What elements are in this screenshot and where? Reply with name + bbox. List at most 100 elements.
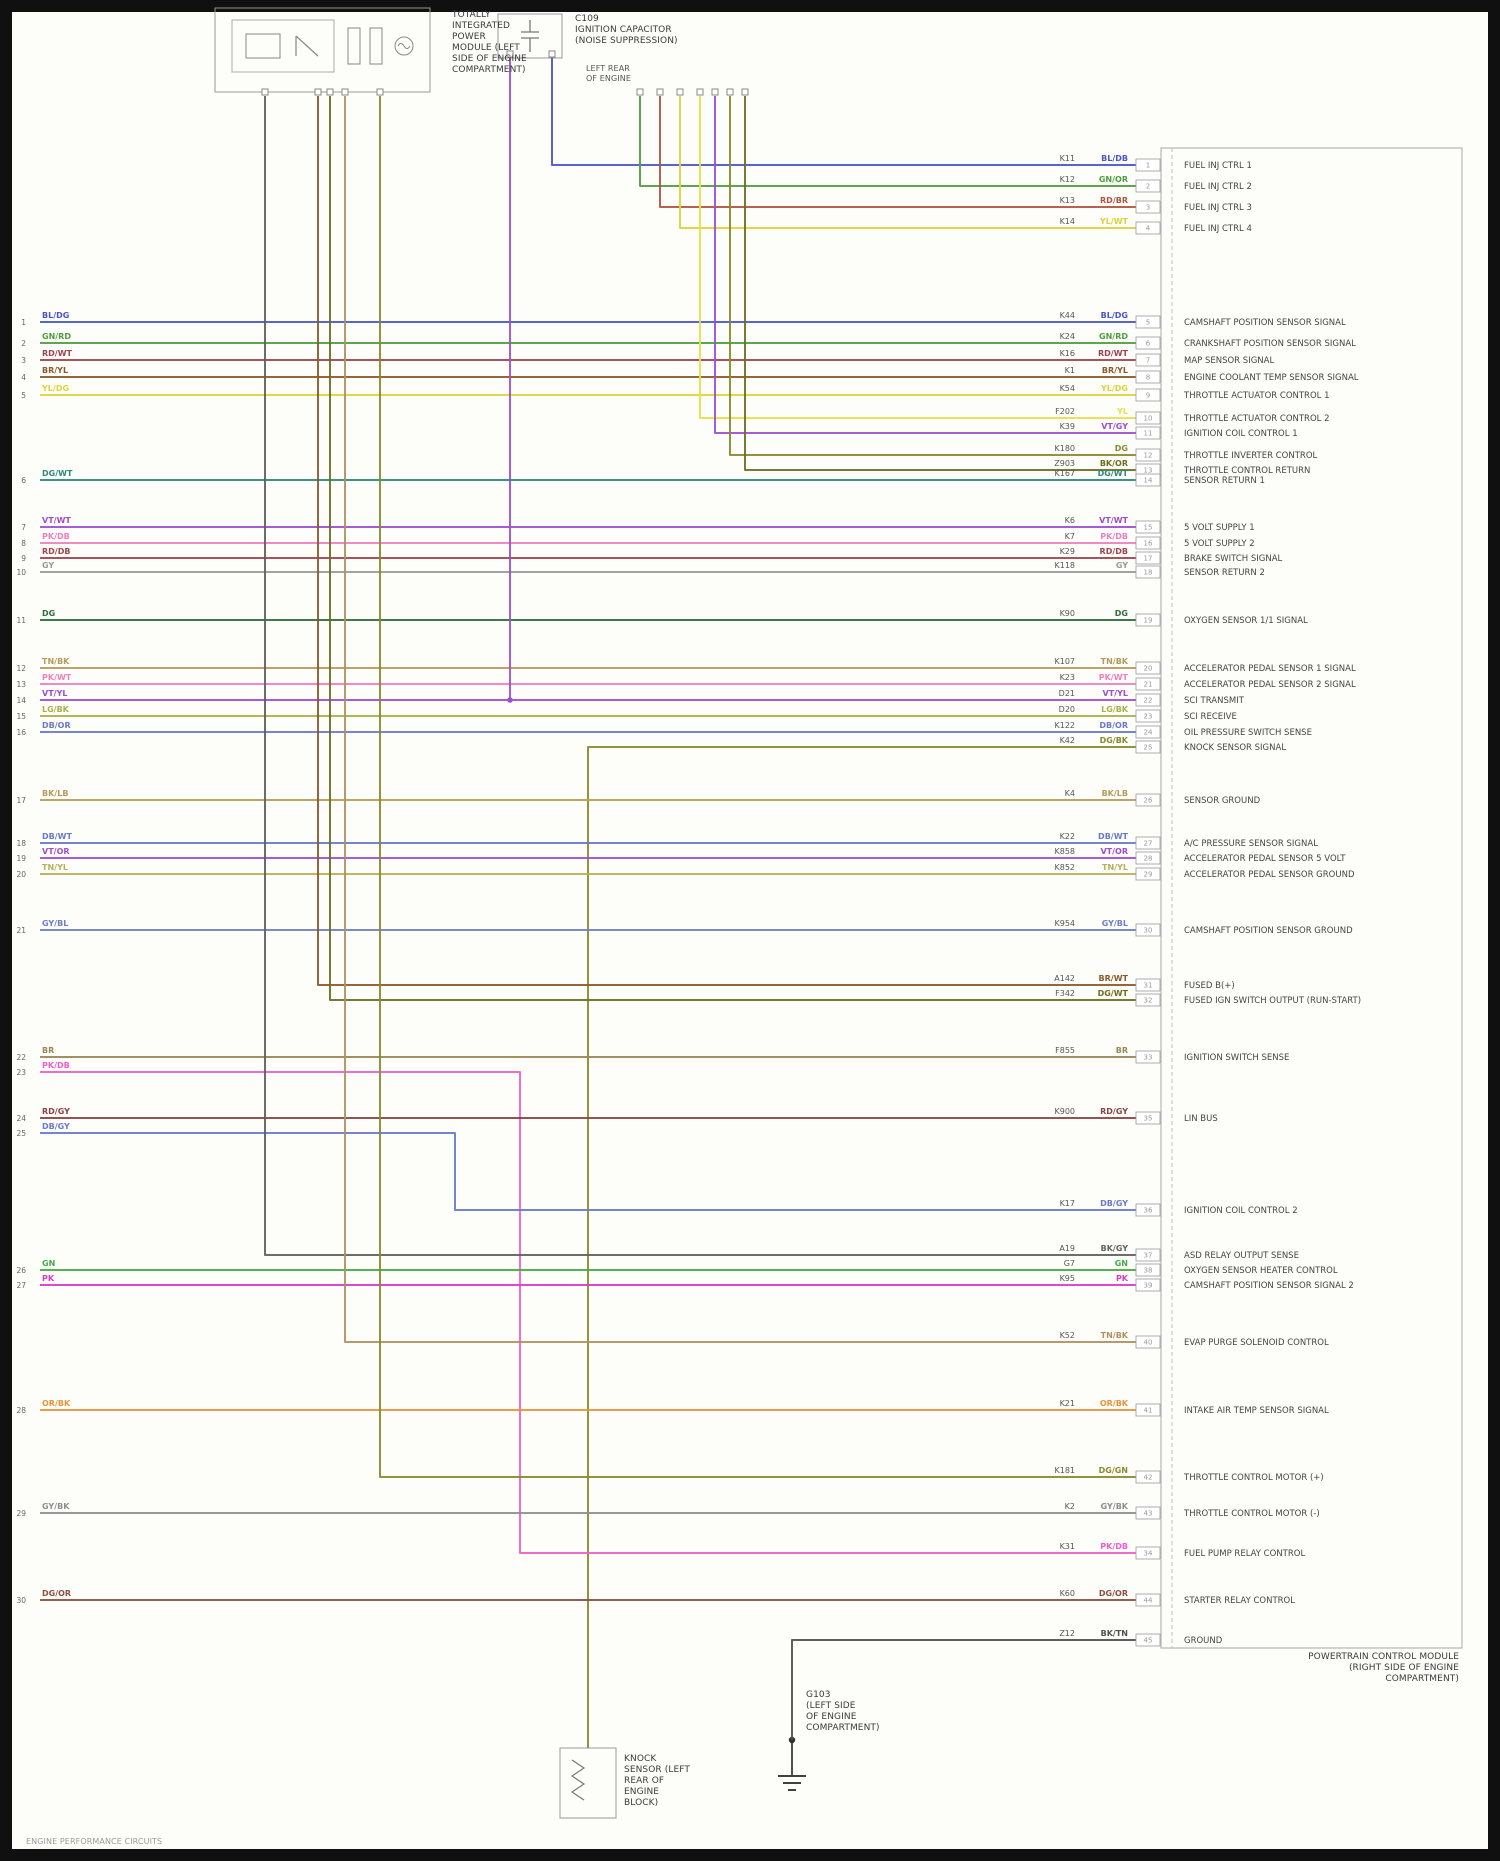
wire-color-code: VT/YL [1103,689,1128,698]
connector-pin [1135,661,1161,675]
connector-pin [1135,426,1161,440]
left-pin-number: 19 [16,854,26,863]
wire-circuit-code: K1 [1065,366,1075,375]
wire-color-code: BR/YL [1102,366,1128,375]
wire-color-code: RD/BR [1100,196,1128,205]
connector-pin-number: 24 [1144,729,1153,737]
wire-color-code: DG [1115,609,1128,618]
wire-left-label: GY/BK [42,1502,70,1511]
wire-circuit-code: K4 [1065,789,1075,798]
connector-pin-number: 30 [1144,927,1153,935]
left-pin-number: 22 [16,1053,26,1062]
connector-pin [1135,867,1161,881]
connector-pin [1135,158,1161,172]
wire-color-code: GN [1115,1259,1128,1268]
pcm-pin-function-label: 5 VOLT SUPPLY 2 [1184,539,1255,549]
wire-color-code: VT/OR [1100,847,1128,856]
wire [264,96,1136,1256]
connector-pin [1135,851,1161,865]
left-pin-number: 26 [16,1266,26,1275]
wire-terminal [261,88,269,96]
wire-circuit-code: K7 [1065,532,1075,541]
left-pin-number: 9 [21,554,26,563]
wire-circuit-code: K60 [1060,1589,1075,1598]
connector-pin-number: 17 [1144,555,1153,563]
wire-left-label: GN [42,1259,55,1268]
wire-left-label: RD/GY [42,1107,70,1116]
connector-pin [1135,388,1161,402]
connector-pin [1135,1335,1161,1349]
wire-circuit-code: K107 [1054,657,1075,666]
wire-color-code: DG/BK [1100,736,1129,745]
wire-left-label: PK/DB [42,532,70,541]
wire-left-label: BR [42,1046,54,1055]
wire-terminal [676,88,684,96]
connector-pin [1135,1278,1161,1292]
pcm-pin-function-label: BRAKE SWITCH SIGNAL [1184,554,1283,564]
pcm-pin-function-label: FUEL INJ CTRL 2 [1184,182,1252,192]
connector-pin-number: 8 [1146,374,1150,382]
left-pin-number: 10 [16,568,26,577]
left-pin-number: 3 [21,356,26,365]
connector-pin-number: 34 [1144,1550,1153,1558]
left-pin-number: 30 [16,1596,26,1605]
left-pin-number: 1 [21,318,26,327]
wire-circuit-code: K95 [1060,1274,1075,1283]
wire-color-code: DG [1115,444,1128,453]
wire-circuit-code: K29 [1060,547,1075,556]
connector-pin-number: 42 [1144,1474,1153,1482]
connector-pin-number: 27 [1144,840,1153,848]
wire-left-label: BL/DG [42,311,69,320]
connector-pin-number: 6 [1146,340,1151,348]
connector-pin [1135,1593,1161,1607]
connector-pin [1135,536,1161,550]
wire-circuit-code: K42 [1060,736,1075,745]
pcm-pin-function-label: ENGINE COOLANT TEMP SENSOR SIGNAL [1184,373,1359,383]
connector-pin-number: 35 [1144,1115,1153,1123]
wire-circuit-code: Z12 [1059,1629,1075,1638]
wire-color-code: TN/BK [1101,657,1129,666]
connector-pin-number: 1 [1146,162,1150,170]
connector-pin [1135,1263,1161,1277]
tipm-fuse-symbol [347,27,361,65]
wire-circuit-code: K180 [1054,444,1075,453]
connector-pin [1135,978,1161,992]
connector-pin-number: 15 [1144,524,1153,532]
capacitor-box [497,13,563,59]
connector-pin-number: 11 [1144,430,1153,438]
connector-pin-number: 33 [1144,1054,1153,1062]
wire-left-label: GN/RD [42,332,71,341]
wire-color-code: DG/WT [1098,469,1129,478]
pcm-pin-function-label: ASD RELAY OUTPUT SENSE [1184,1251,1299,1261]
connector-pin-number: 22 [1144,697,1153,705]
wire-color-code: GY [1116,561,1128,570]
connector-pin [1135,520,1161,534]
pcm-pin-function-label: GROUND [1184,1636,1223,1646]
wire-color-code: DG/GN [1099,1466,1128,1475]
connector-pin-number: 41 [1144,1407,1153,1415]
wire [379,96,1136,1478]
connector-pin-number: 25 [1144,744,1153,752]
wire-color-code: BK/OR [1100,459,1128,468]
wire-color-code: RD/DB [1100,547,1128,556]
pcm-pin-function-label: THROTTLE ACTUATOR CONTROL 2 [1183,414,1330,424]
pcm-pin-function-label: THROTTLE CONTROL RETURN [1183,466,1310,476]
connector-pin [1135,353,1161,367]
wire-circuit-code: D20 [1059,705,1075,714]
wire-color-code: DB/GY [1100,1199,1128,1208]
wire-circuit-code: K122 [1054,721,1075,730]
pcm-pin-function-label: OIL PRESSURE SWITCH SENSE [1184,728,1312,738]
connector-pin-number: 9 [1146,392,1150,400]
left-pin-number: 20 [16,870,26,879]
left-pin-number: 2 [21,339,26,348]
connector-pin [1135,1050,1161,1064]
wire-color-code: PK [1116,1274,1129,1283]
wire-color-code: GN/OR [1099,175,1128,184]
wire-left-label: PK [42,1274,55,1283]
wire-color-code: TN/BK [1101,1331,1129,1340]
pcm-pin-function-label: THROTTLE CONTROL MOTOR (+) [1183,1473,1324,1483]
wire-terminal [341,88,349,96]
connector-pin-number: 37 [1144,1252,1153,1260]
connector-pin [1135,315,1161,329]
wire-color-code: LG/BK [1101,705,1129,714]
